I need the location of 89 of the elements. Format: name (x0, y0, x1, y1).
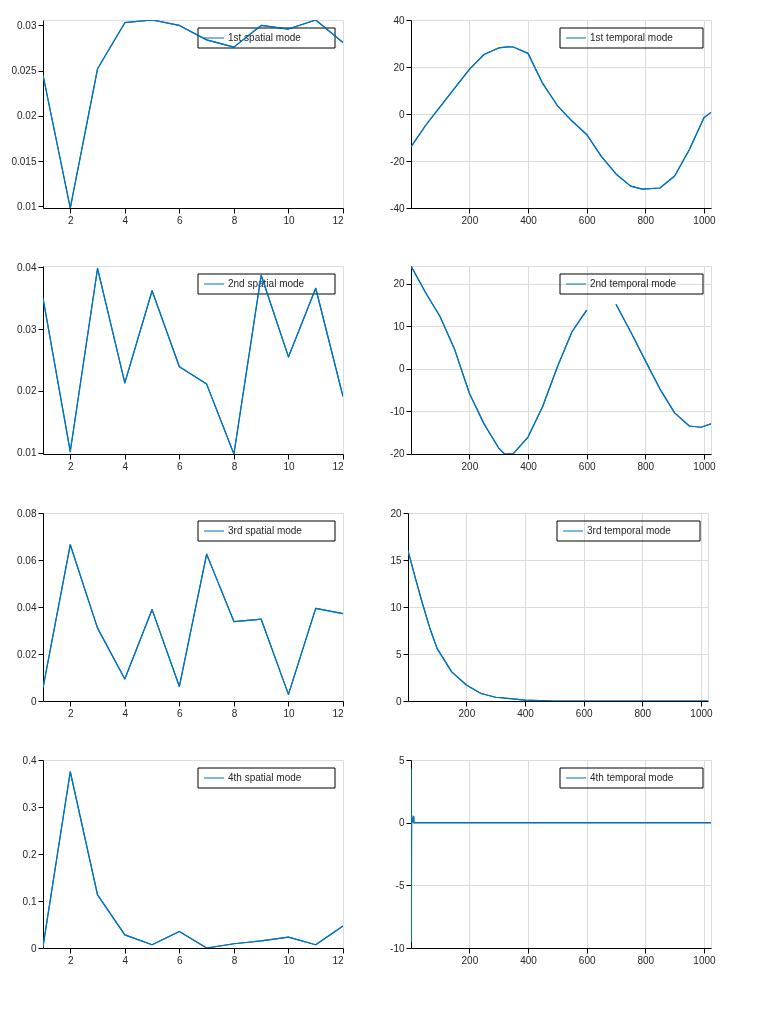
x-tick-label: 2 (67, 460, 74, 472)
x-tick-label: 400 (520, 954, 538, 966)
y-tick-label: -40 (390, 202, 405, 214)
x-tick-label: 12 (332, 954, 344, 966)
y-tick-label: 5 (398, 754, 405, 766)
x-tick-label: 1000 (693, 214, 717, 226)
x-tick-label: 1000 (690, 707, 714, 719)
x-tick-label: 4 (122, 707, 129, 719)
x-tick-label: 600 (578, 954, 596, 966)
y-tick-label: 0.06 (17, 554, 37, 566)
y-tick-label: 0.02 (17, 648, 37, 660)
x-tick-label: 1000 (693, 460, 717, 472)
y-tick-label: 0.03 (17, 323, 37, 335)
x-tick-label: 12 (332, 707, 344, 719)
x-tick-label: 8 (231, 214, 238, 226)
x-tick-label: 1000 (693, 954, 717, 966)
x-tick-label: 10 (283, 214, 295, 226)
y-tick-label: -20 (390, 448, 405, 460)
y-tick-label: 0.2 (22, 848, 37, 860)
y-tick-label: 0 (30, 942, 37, 954)
y-tick-label: 0.04 (17, 601, 37, 613)
x-tick-label: 800 (634, 707, 652, 719)
y-tick-label: 0.025 (11, 65, 37, 77)
y-tick-label: 0.04 (17, 261, 37, 273)
x-tick-label: 10 (283, 954, 295, 966)
y-tick-label: -10 (390, 405, 405, 417)
y-tick-label: 0.01 (17, 200, 37, 212)
x-tick-label: 12 (332, 460, 344, 472)
x-tick-label: 6 (177, 460, 184, 472)
x-tick-label: 2 (67, 214, 74, 226)
x-tick-label: 8 (231, 954, 238, 966)
x-tick-label: 6 (177, 707, 184, 719)
x-tick-label: 200 (458, 707, 476, 719)
y-tick-label: 20 (393, 61, 405, 73)
x-tick-label: 10 (283, 707, 295, 719)
x-tick-label: 600 (578, 460, 596, 472)
x-tick-label: 800 (637, 460, 655, 472)
y-tick-label: -20 (390, 155, 405, 167)
y-tick-label: 0.015 (11, 155, 37, 167)
legend-label: 1st spatial mode (228, 32, 302, 43)
y-tick-label: -5 (395, 879, 405, 891)
y-tick-label: 0 (398, 363, 405, 375)
y-tick-label: 0.3 (22, 801, 37, 813)
x-tick-label: 6 (177, 954, 184, 966)
x-tick-label: 10 (283, 460, 295, 472)
y-tick-label: 0.01 (17, 447, 37, 459)
legend-label: 2nd temporal mode (590, 278, 677, 289)
legend-label: 1st temporal mode (590, 32, 674, 43)
y-tick-label: 0 (395, 695, 402, 707)
y-tick-label: 0.4 (22, 754, 37, 766)
x-tick-label: 2 (67, 954, 74, 966)
y-tick-label: 0.02 (17, 110, 37, 122)
legend-label: 3rd temporal mode (587, 525, 672, 536)
x-tick-label: 800 (637, 214, 655, 226)
y-tick-label: 20 (393, 278, 405, 290)
x-tick-label: 400 (520, 214, 538, 226)
x-tick-label: 800 (637, 954, 655, 966)
y-tick-label: 0.02 (17, 385, 37, 397)
legend-label: 3rd spatial mode (228, 525, 303, 536)
y-tick-label: 0 (398, 817, 405, 829)
y-tick-label: 10 (390, 601, 402, 613)
x-tick-label: 200 (461, 214, 479, 226)
legend-label: 4th temporal mode (590, 772, 674, 783)
x-tick-label: 200 (461, 460, 479, 472)
y-tick-label: 15 (390, 554, 402, 566)
x-tick-label: 6 (177, 214, 184, 226)
x-tick-label: 4 (122, 954, 129, 966)
x-tick-label: 4 (122, 460, 129, 472)
x-tick-label: 8 (231, 460, 238, 472)
y-tick-label: 5 (395, 648, 402, 660)
x-tick-label: 400 (520, 460, 538, 472)
y-tick-label: 40 (393, 14, 405, 26)
x-tick-label: 400 (517, 707, 535, 719)
y-tick-label: 0 (30, 695, 37, 707)
y-tick-label: 0.08 (17, 507, 37, 519)
x-tick-label: 8 (231, 707, 238, 719)
x-tick-label: 600 (578, 214, 596, 226)
y-tick-label: 0.1 (22, 895, 37, 907)
x-tick-label: 600 (575, 707, 593, 719)
y-tick-label: 0 (398, 108, 405, 120)
x-tick-label: 4 (122, 214, 129, 226)
y-tick-label: 0.03 (17, 19, 37, 31)
legend-label: 4th spatial mode (228, 772, 302, 783)
x-tick-label: 200 (461, 954, 479, 966)
x-tick-label: 12 (332, 214, 344, 226)
y-tick-label: 10 (393, 320, 405, 332)
x-tick-label: 2 (67, 707, 74, 719)
y-tick-label: -10 (390, 942, 405, 954)
y-tick-label: 20 (390, 507, 402, 519)
